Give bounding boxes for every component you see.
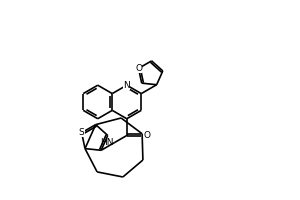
- Text: O: O: [143, 131, 151, 140]
- Text: O: O: [135, 64, 142, 73]
- Text: N: N: [123, 81, 130, 90]
- Text: S: S: [79, 128, 85, 137]
- Text: HN: HN: [100, 138, 114, 147]
